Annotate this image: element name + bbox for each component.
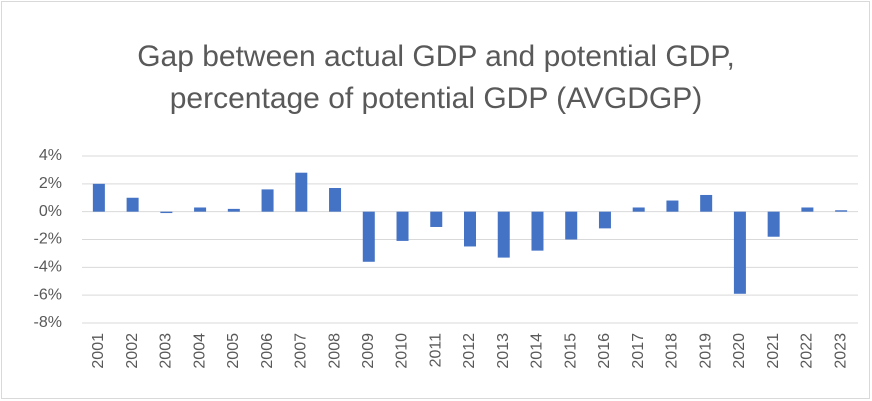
bar bbox=[700, 194, 713, 212]
x-tick-label: 2012 bbox=[461, 333, 478, 369]
x-tick-label: 2013 bbox=[495, 333, 512, 369]
bar bbox=[396, 211, 409, 241]
x-tick-label: 2019 bbox=[697, 333, 714, 369]
bar bbox=[598, 211, 611, 229]
bar bbox=[835, 210, 848, 212]
x-tick-label: 2022 bbox=[799, 333, 816, 369]
x-tick-label: 2018 bbox=[664, 333, 681, 369]
bar bbox=[194, 207, 207, 212]
bar bbox=[632, 207, 645, 212]
x-tick-label: 2008 bbox=[326, 333, 343, 369]
y-tick-label: -4% bbox=[34, 259, 62, 276]
x-tick-label: 2014 bbox=[529, 333, 546, 369]
y-tick-label: 0% bbox=[39, 203, 62, 220]
x-tick-label: 2023 bbox=[832, 333, 849, 369]
y-tick-label: -8% bbox=[34, 314, 62, 331]
x-tick-label: 2001 bbox=[90, 333, 107, 369]
chart-title: Gap between actual GDP and potential GDP… bbox=[137, 40, 735, 115]
bar bbox=[126, 197, 139, 212]
x-tick-label: 2016 bbox=[596, 333, 613, 369]
bar bbox=[767, 211, 780, 237]
x-tick-label: 2004 bbox=[191, 333, 208, 369]
bar bbox=[801, 207, 814, 212]
bar bbox=[261, 189, 274, 212]
bar bbox=[92, 183, 105, 212]
bar bbox=[531, 211, 544, 251]
y-tick-label: 2% bbox=[39, 175, 62, 192]
y-tick-label: 4% bbox=[39, 147, 62, 164]
x-tick-label: 2011 bbox=[427, 333, 444, 368]
bar bbox=[295, 172, 308, 212]
bar bbox=[497, 211, 510, 258]
x-tick-label: 2017 bbox=[630, 333, 647, 369]
bar bbox=[227, 208, 240, 212]
bar bbox=[733, 211, 746, 294]
y-tick-label: -2% bbox=[34, 231, 62, 248]
x-tick-label: 2020 bbox=[731, 333, 748, 369]
x-tick-label: 2009 bbox=[360, 333, 377, 369]
x-tick-label: 2007 bbox=[293, 333, 310, 369]
bar bbox=[329, 188, 342, 212]
x-tick-label: 2002 bbox=[124, 333, 141, 369]
bar bbox=[464, 211, 476, 247]
bar bbox=[362, 211, 375, 262]
y-tick-label: -6% bbox=[34, 286, 62, 303]
x-tick-label: 2003 bbox=[158, 333, 175, 369]
bar bbox=[666, 200, 679, 212]
x-tick-label: 2021 bbox=[765, 333, 782, 369]
x-tick-label: 2005 bbox=[225, 333, 242, 369]
bar bbox=[160, 211, 173, 214]
bar bbox=[565, 211, 578, 240]
x-tick-label: 2015 bbox=[562, 333, 579, 369]
bar bbox=[430, 211, 443, 227]
x-tick-label: 2006 bbox=[259, 333, 276, 369]
x-tick-label: 2010 bbox=[394, 333, 411, 369]
